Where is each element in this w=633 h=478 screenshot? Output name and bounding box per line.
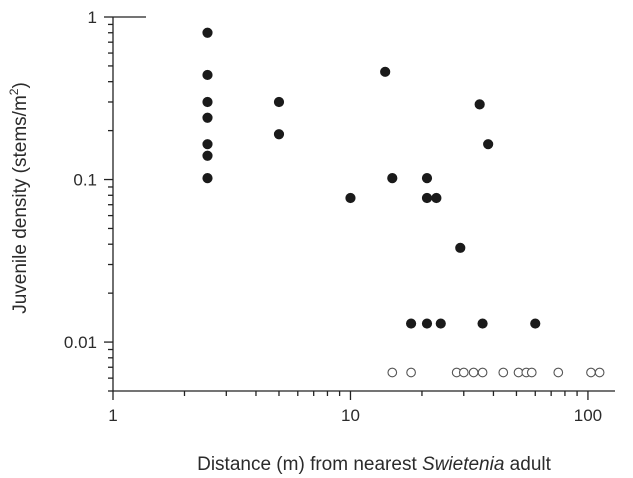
filled-data-point bbox=[345, 192, 356, 204]
filled-data-point bbox=[431, 192, 442, 204]
filled-data-point bbox=[421, 173, 433, 184]
y-tick-label: 1 bbox=[88, 8, 97, 27]
filled-data-point bbox=[455, 242, 466, 253]
x-tick-label: 100 bbox=[574, 406, 602, 425]
y-tick-label: 0.1 bbox=[73, 171, 97, 190]
filled-data-point bbox=[387, 173, 398, 184]
filled-data-point bbox=[380, 66, 391, 77]
open-data-point bbox=[406, 367, 416, 378]
x-axis-title-prefix: Distance (m) from nearest bbox=[197, 454, 422, 475]
open-data-point bbox=[477, 367, 488, 378]
filled-data-point bbox=[273, 129, 285, 140]
open-data-point bbox=[586, 367, 596, 378]
filled-data-point bbox=[202, 96, 213, 108]
filled-data-point bbox=[421, 318, 433, 329]
y-axis-title-main: Juvenile density (stems/m bbox=[10, 95, 31, 314]
filled-data-point bbox=[435, 318, 446, 329]
filled-data-point bbox=[202, 27, 213, 38]
filled-data-point bbox=[530, 318, 541, 329]
y-axis-title: Juvenile density (stems/m2) bbox=[7, 82, 31, 314]
open-data-point bbox=[387, 367, 398, 378]
x-tick-label: 1 bbox=[108, 406, 117, 425]
filled-data-point bbox=[477, 318, 488, 329]
x-axis-title: Distance (m) from nearest Swietenia adul… bbox=[197, 454, 551, 475]
filled-data-point bbox=[483, 139, 494, 150]
filled-data-point bbox=[202, 112, 213, 123]
y-axis-title-superscript: 2 bbox=[7, 88, 21, 95]
ticks: 1 10 100 0.01 0.1 1 bbox=[64, 8, 602, 425]
x-axis-title-suffix: adult bbox=[504, 454, 551, 475]
filled-data-point bbox=[202, 139, 213, 150]
open-data-point bbox=[594, 367, 605, 378]
filled-data-point bbox=[405, 318, 417, 329]
filled-data-point bbox=[202, 69, 213, 81]
open-data-point bbox=[553, 367, 564, 378]
x-tick-label: 10 bbox=[341, 406, 360, 425]
y-axis-title-close: ) bbox=[10, 82, 31, 88]
open-data-point bbox=[458, 367, 469, 378]
axes bbox=[112, 16, 615, 392]
data-points bbox=[202, 27, 605, 378]
open-data-point bbox=[498, 367, 509, 378]
filled-data-point bbox=[474, 99, 485, 110]
open-data-point bbox=[468, 367, 479, 378]
filled-data-point bbox=[421, 192, 433, 204]
y-tick-label: 0.01 bbox=[64, 333, 97, 352]
filled-data-point bbox=[202, 150, 213, 161]
filled-data-point bbox=[273, 96, 285, 108]
x-axis-title-italic: Swietenia bbox=[422, 454, 504, 475]
filled-data-point bbox=[202, 173, 213, 184]
open-data-point bbox=[526, 367, 537, 378]
